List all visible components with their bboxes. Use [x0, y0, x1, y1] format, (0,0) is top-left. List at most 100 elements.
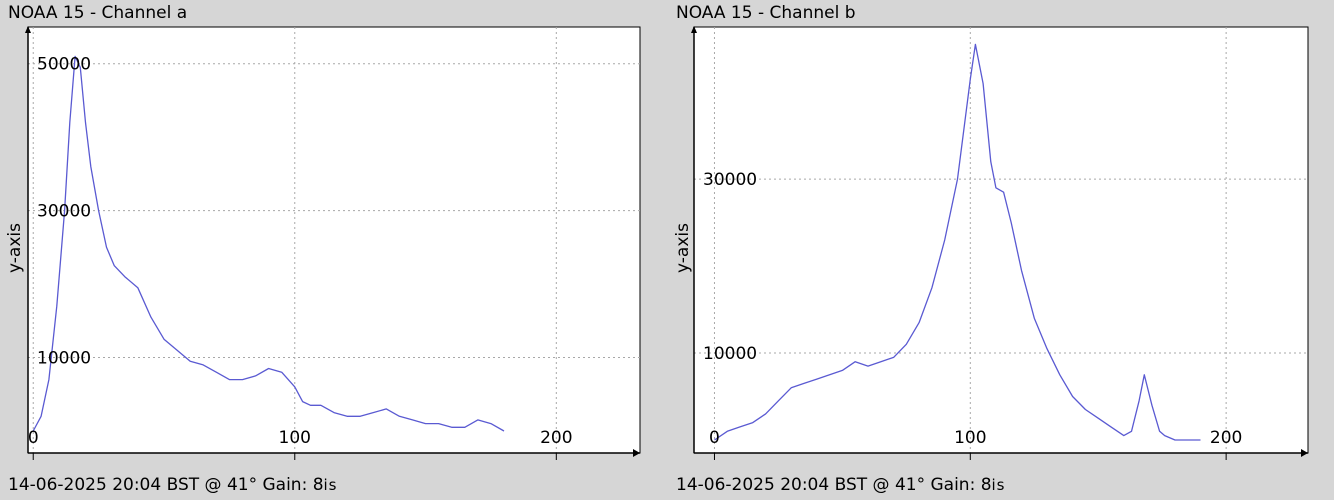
chart-a-data-point [451, 427, 453, 429]
chart-b-data-point [957, 178, 959, 180]
chart-a-data-point [90, 166, 92, 168]
chart-a-data-point [40, 416, 42, 418]
chart-b-data-point [990, 161, 992, 163]
chart-a-data-point [359, 416, 361, 418]
chart-a-data-point [242, 379, 244, 381]
chart-b-data-point [982, 83, 984, 85]
chart-b-series-line [714, 43, 1201, 441]
chart-b-data-point [790, 387, 792, 389]
chart-b-data-point [1110, 426, 1112, 428]
chart-a-data-point [48, 379, 50, 381]
chart-b-x-tick-label: 0 [709, 428, 720, 448]
chart-b-data-point [970, 78, 972, 80]
chart-a-data-point [294, 386, 296, 388]
chart-b-data-point [880, 361, 882, 363]
chart-b-y-axis-arrow [691, 26, 697, 33]
chart-b-plot-area [693, 26, 1309, 454]
chart-b-y-tick-label: 30000 [703, 170, 757, 190]
chart-b-data-point [1200, 439, 1202, 441]
chart-b-footer: 14-06-2025 20:04 BST @ 41° Gain: 8is [676, 475, 1006, 495]
chart-a-data-point [85, 122, 87, 124]
chart-a: 0 100 200 10000 30000 50000 y-axis [5, 26, 641, 460]
chart-b-data-point [739, 426, 741, 428]
chart-b-data-point [918, 322, 920, 324]
chart-a-data-point [202, 364, 204, 366]
chart-b-data-point [842, 370, 844, 372]
chart-a-data-point [372, 412, 374, 414]
chart-a-data-point [98, 210, 100, 212]
chart-b-data-point [1059, 374, 1061, 376]
chart-b-data-point [752, 422, 754, 424]
chart-b-footer-text: 14-06-2025 20:04 BST @ 41° Gain: 8 [676, 475, 992, 495]
chart-b-data-point [1085, 409, 1087, 411]
chart-a-data-point [114, 265, 116, 267]
chart-b-y-tick-label: 10000 [703, 344, 757, 364]
chart-b: 0 100 200 10000 30000 y-axis [673, 26, 1309, 460]
chart-a-data-point [333, 412, 335, 414]
chart-a-x-tick-label: 0 [28, 428, 39, 448]
chart-b-data-point [1021, 270, 1023, 272]
chart-a-y-tick-label: 30000 [37, 202, 91, 222]
chart-b-data-point [1159, 431, 1161, 433]
chart-b-data-point [854, 361, 856, 363]
chart-a-data-point [69, 122, 71, 124]
chart-b-data-point [1003, 191, 1005, 193]
chart-panel-b: 0 100 200 10000 30000 y-axis NOAA 15 - Channe… [668, 0, 1328, 500]
chart-b-data-point [1174, 439, 1176, 441]
chart-a-data-point [412, 419, 414, 421]
chart-a-data-point [438, 423, 440, 425]
chart-a-title: NOAA 15 - Channel a [8, 3, 188, 23]
chart-b-data-point [765, 413, 767, 415]
chart-a-x-tick-label: 200 [540, 428, 572, 448]
chart-b-x-tick-label: 200 [1210, 428, 1242, 448]
chart-a-series-line [32, 55, 505, 432]
chart-a-y-tick-label: 50000 [37, 55, 91, 75]
chart-a-data-point [310, 405, 312, 407]
chart-b-data-point [1164, 435, 1166, 437]
chart-b-data-point [1010, 222, 1012, 224]
chart-b-data-point [995, 187, 997, 189]
chart-a-data-point [56, 305, 58, 307]
chart-a-data-point [106, 247, 108, 249]
chart-a-data-point [490, 423, 492, 425]
chart-a-data-point [229, 379, 231, 381]
chart-a-data-point [477, 419, 479, 421]
chart-a-data-point [281, 371, 283, 373]
chart-a-x-tick-label: 100 [279, 428, 311, 448]
chart-b-data-point [803, 383, 805, 385]
chart-a-data-point [150, 316, 152, 318]
chart-b-data-point [975, 44, 977, 46]
chart-a-plot-area [27, 26, 641, 454]
chart-b-data-point [1131, 431, 1133, 433]
chart-a-y-axis-label: y-axis [5, 223, 25, 273]
chart-b-x-axis-arrow [1301, 449, 1308, 457]
chart-b-data-point [778, 400, 780, 402]
chart-a-data-point [464, 427, 466, 429]
chart-b-y-axis-label: y-axis [673, 223, 693, 273]
chart-b-data-point [893, 357, 895, 359]
chart-a-data-point [346, 416, 348, 418]
chart-a-data-point [176, 349, 178, 351]
chart-a-data-point [399, 416, 401, 418]
chart-b-data-point [1151, 404, 1153, 406]
chart-panel-a: 0 100 200 10000 30000 50000 y-axis NOAA 15 - C… [0, 0, 660, 500]
chart-a-footer: 14-06-2025 20:04 BST @ 41° Gain: 8is [8, 475, 338, 495]
chart-a-footer-suffix: is [323, 476, 338, 494]
chart-a-data-point [216, 371, 218, 373]
chart-b-data-point [1123, 435, 1125, 437]
chart-b-title: NOAA 15 - Channel b [676, 3, 856, 23]
chart-b-x-tick-label: 100 [954, 428, 986, 448]
chart-b-data-point [931, 287, 933, 289]
chart-a-data-point [124, 276, 126, 278]
chart-a-data-point [255, 375, 257, 377]
chart-b-data-point [1097, 417, 1099, 419]
chart-b-data-point [867, 365, 869, 367]
chart-b-data-point [1072, 396, 1074, 398]
chart-a-data-point [189, 360, 191, 362]
chart-a-data-point [320, 405, 322, 407]
chart-b-data-point [1138, 400, 1140, 402]
chart-b-data-point [1144, 374, 1146, 376]
chart-a-data-point [268, 368, 270, 370]
chart-a-data-point [425, 423, 427, 425]
chart-a-data-point [503, 430, 505, 432]
